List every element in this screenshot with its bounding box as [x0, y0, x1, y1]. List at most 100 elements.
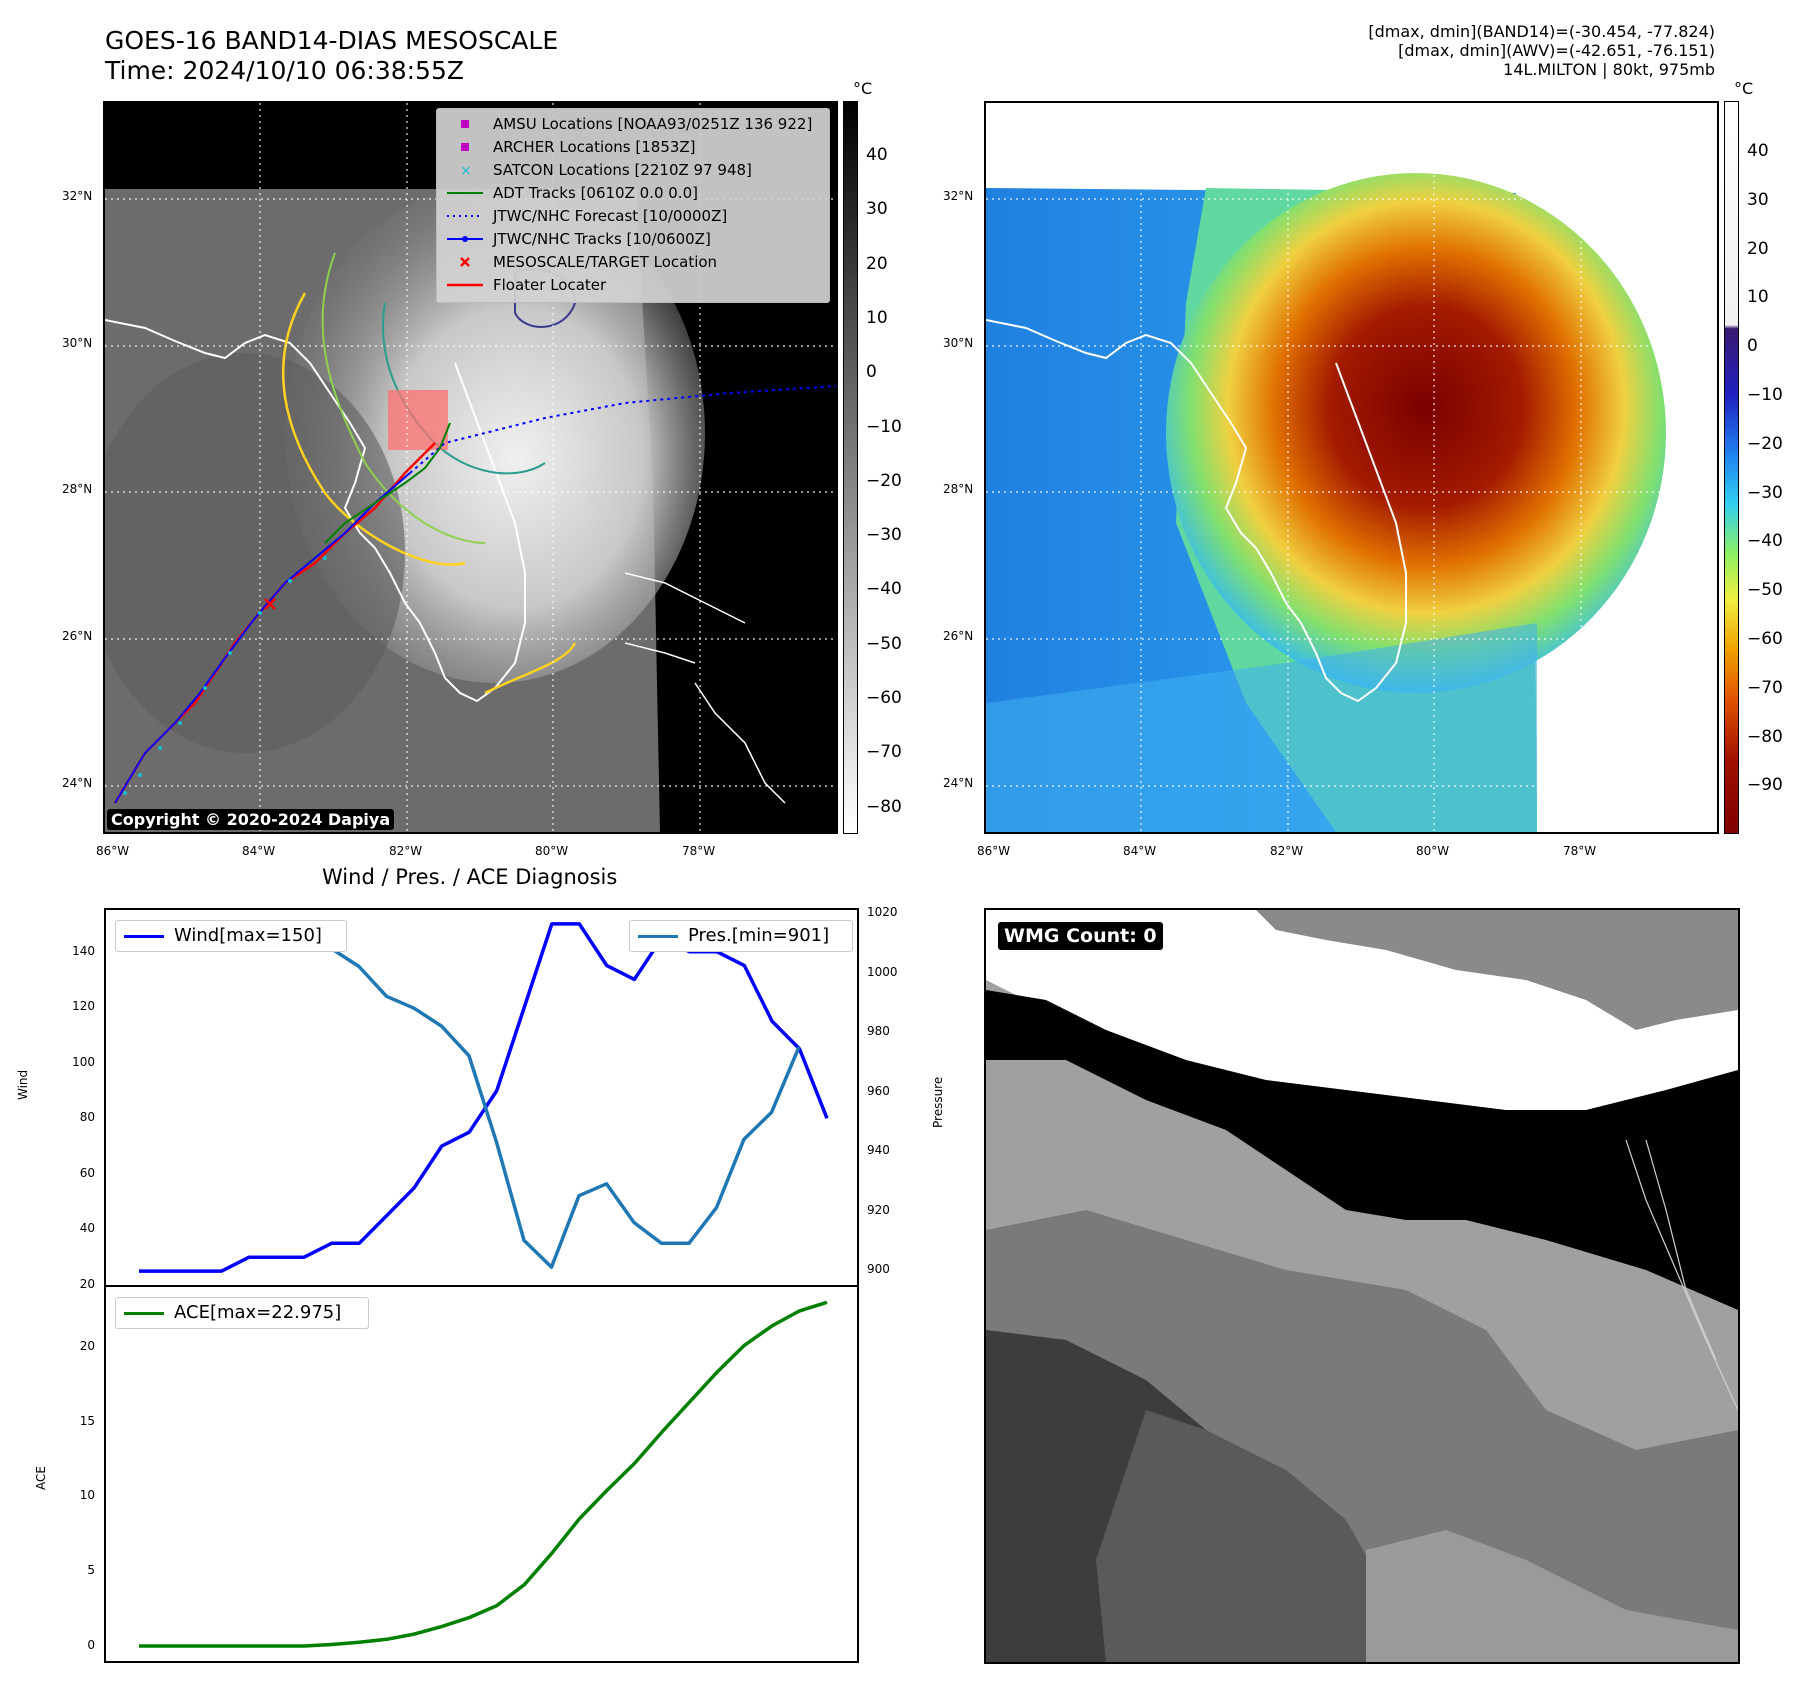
- colorbar-tick: −30: [866, 525, 902, 546]
- map2-lat-label: 24°N: [943, 776, 974, 790]
- awv-map: [984, 101, 1719, 834]
- figure-time: Time: 2024/10/10 06:38:55Z: [105, 56, 464, 85]
- dmax-dmin-info: [dmax, dmin](BAND14)=(-30.454, -77.824) …: [1115, 22, 1715, 79]
- colorbar-tick: −70: [866, 742, 902, 763]
- map1-lat-label: 24°N: [62, 776, 93, 790]
- axis-tick: 1000: [867, 964, 898, 979]
- map1-lat-label: 26°N: [62, 629, 93, 643]
- wind-legend: Wind[max=150]: [115, 920, 347, 952]
- legend-adt-label: ADT Tracks [0610Z 0.0 0.0]: [493, 184, 698, 202]
- axis-tick: 140: [72, 943, 95, 958]
- map2-lon-label: 86°W: [977, 844, 1011, 858]
- series-line: [139, 1300, 828, 1648]
- pres-legend: Pres.[min=901]: [629, 920, 853, 952]
- pressure-axis-label: Pressure: [931, 1076, 945, 1128]
- map2-lon-label: 80°W: [1416, 844, 1450, 858]
- map1-lon-label: 78°W: [682, 844, 716, 858]
- map1-lat-label: 32°N: [62, 189, 93, 203]
- ace-axes: ACE[max=22.975]: [104, 1285, 859, 1663]
- map-legend: AMSU Locations [NOAA93/0251Z 136 922] AR…: [436, 108, 830, 303]
- series-line: [139, 926, 801, 1269]
- wind-legend-swatch: [124, 935, 164, 938]
- axis-tick: 15: [79, 1413, 95, 1428]
- wmg-count-label: WMG Count: 0: [998, 922, 1163, 950]
- axis-tick: 10: [79, 1488, 95, 1503]
- colorbar1: [843, 101, 858, 834]
- axis-tick: 0: [87, 1638, 95, 1653]
- map1-lon-label: 86°W: [96, 844, 130, 858]
- legend-archer-label: ARCHER Locations [1853Z]: [493, 138, 696, 156]
- axis-tick: 120: [72, 999, 95, 1014]
- map1-lat-label: 30°N: [62, 336, 93, 350]
- colorbar-tick: −50: [1747, 580, 1783, 601]
- awv-map-canvas: [986, 103, 1717, 832]
- colorbar-tick: 10: [1747, 287, 1769, 308]
- legend-floater-line: [445, 274, 485, 296]
- ace-plot: [139, 1300, 828, 1648]
- axis-tick: 5: [87, 1563, 95, 1578]
- axis-tick: 900: [867, 1262, 890, 1277]
- legend-satcon-marker: ×: [445, 159, 485, 181]
- colorbar-tick: −10: [1747, 385, 1783, 405]
- colorbar-tick: 40: [1747, 141, 1769, 161]
- copyright-label: Copyright © 2020-2024 Dapiya: [107, 809, 395, 830]
- figure-title: GOES-16 BAND14-DIAS MESOSCALE: [105, 26, 559, 55]
- colorbar-tick: 30: [1747, 189, 1769, 210]
- ace-legend-label: ACE[max=22.975]: [174, 1302, 342, 1323]
- legend-amsu-label: AMSU Locations [NOAA93/0251Z 136 922]: [493, 115, 813, 133]
- info-band14: [dmax, dmin](BAND14)=(-30.454, -77.824): [1368, 22, 1715, 41]
- map2-lon-label: 78°W: [1563, 844, 1597, 858]
- colorbar-tick: −30: [1747, 482, 1783, 503]
- colorbar2-unit: °C: [1734, 79, 1754, 98]
- legend-forecast-label: JTWC/NHC Forecast [10/0000Z]: [493, 207, 728, 225]
- axis-tick: 20: [79, 1338, 95, 1353]
- wind-legend-label: Wind[max=150]: [174, 925, 322, 946]
- info-awv: [dmax, dmin](AWV)=(-42.651, -76.151): [1398, 41, 1715, 60]
- axis-tick: 20: [79, 1277, 95, 1291]
- map1-lon-label: 82°W: [389, 844, 423, 858]
- band14-map-canvas: [105, 103, 836, 832]
- wmg-panel: WMG Count: 0: [984, 908, 1740, 1664]
- info-storm: 14L.MILTON | 80kt, 975mb: [1503, 60, 1715, 79]
- axis-tick: 940: [867, 1143, 890, 1158]
- map2-lat-label: 28°N: [943, 482, 974, 496]
- colorbar-tick: −40: [866, 579, 902, 600]
- legend-amsu-marker: [445, 113, 485, 135]
- legend-satcon-label: SATCON Locations [2210Z 97 948]: [493, 161, 752, 179]
- pres-legend-swatch: [638, 935, 678, 938]
- legend-forecast-line: [445, 205, 485, 227]
- colorbar-tick: 20: [866, 253, 888, 274]
- ace-legend: ACE[max=22.975]: [115, 1297, 369, 1329]
- pres-legend-label: Pres.[min=901]: [688, 925, 830, 946]
- map2-lat-label: 32°N: [943, 189, 974, 203]
- colorbar-tick: −80: [1747, 726, 1783, 747]
- map1-lon-label: 80°W: [535, 844, 569, 858]
- ace-axis-label: ACE: [34, 1466, 48, 1490]
- axis-tick: 40: [79, 1221, 95, 1236]
- diagnosis-title: Wind / Pres. / ACE Diagnosis: [322, 865, 618, 889]
- axis-tick: 100: [72, 1054, 95, 1069]
- colorbar-tick: 30: [866, 199, 888, 220]
- colorbar-tick: −80: [866, 796, 902, 817]
- colorbar1-unit: °C: [853, 79, 873, 98]
- colorbar-tick: 0: [1747, 336, 1758, 357]
- svg-text:×: ×: [460, 163, 472, 179]
- colorbar-tick: −60: [866, 688, 902, 708]
- axis-tick: 960: [867, 1083, 890, 1098]
- legend-tracks-line: [445, 228, 485, 250]
- colorbar-tick: 20: [1747, 238, 1769, 259]
- legend-target-marker: [445, 251, 485, 273]
- axis-tick: 60: [79, 1165, 95, 1180]
- colorbar-tick: −60: [1747, 629, 1783, 649]
- legend-tracks-label: JTWC/NHC Tracks [10/0600Z]: [493, 230, 711, 248]
- colorbar-tick: −90: [1747, 775, 1783, 796]
- colorbar-tick: −20: [1747, 433, 1783, 454]
- wind-axis-label: Wind: [16, 1069, 30, 1100]
- wind-pres-plot: [139, 922, 829, 1273]
- colorbar-tick: −20: [866, 470, 902, 491]
- axis-tick: 980: [867, 1024, 890, 1039]
- map2-lat-label: 30°N: [943, 336, 974, 350]
- legend-archer-marker: [445, 136, 485, 158]
- colorbar-tick: 10: [866, 307, 888, 328]
- map2-lon-label: 82°W: [1270, 844, 1304, 858]
